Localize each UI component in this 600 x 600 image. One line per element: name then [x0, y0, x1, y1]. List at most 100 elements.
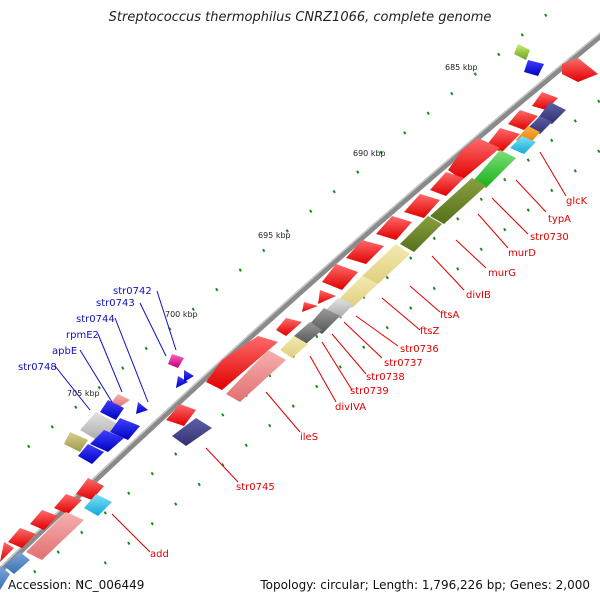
gene-label: add	[150, 549, 169, 560]
tick-dot	[150, 471, 154, 476]
gene-label: ftsA	[440, 310, 459, 321]
tick-dot	[150, 521, 154, 526]
tick-dot	[74, 405, 78, 410]
tick-dot	[409, 306, 413, 310]
accession-text: Accession: NC_006449	[8, 578, 144, 592]
gene-arrow	[524, 60, 544, 76]
gene-arrow	[166, 404, 196, 426]
gene-arrow	[80, 412, 118, 442]
gene-arrow	[362, 244, 410, 284]
gene-arrow	[302, 302, 318, 312]
tick-dot	[80, 580, 84, 585]
gene-arrow	[448, 138, 500, 180]
tick-dot	[285, 229, 289, 233]
tick-dot	[56, 550, 60, 554]
gene-arrow	[76, 478, 104, 500]
gene-arrow	[176, 376, 188, 388]
tick-dot	[33, 569, 37, 574]
tick-dot	[221, 413, 225, 417]
tick-dot	[103, 561, 107, 565]
tick-dot	[127, 541, 131, 546]
gene-arrow	[318, 290, 336, 304]
tick-dot	[450, 91, 454, 96]
reverse-labels: glcK typA str0730 murD murG divIB ftsA f…	[150, 196, 588, 560]
gene-label: str0738	[366, 372, 405, 383]
tick-dot	[244, 443, 248, 448]
gene-arrow	[430, 172, 464, 196]
gene-arrow	[84, 494, 112, 516]
tick-dot	[80, 530, 84, 535]
tick-dot	[573, 119, 577, 123]
tick-dot	[497, 52, 501, 57]
page-title: Streptococcus thermophilus CNRZ1066, com…	[108, 10, 492, 25]
tick-dot	[27, 444, 31, 449]
gene-arrow	[0, 542, 14, 562]
tick-dot	[50, 425, 54, 429]
gene-arrow	[376, 216, 412, 240]
gene-label: str0739	[350, 386, 389, 397]
gene-label: str0737	[384, 358, 423, 369]
topology-value: circular	[320, 578, 365, 592]
gene-arrow	[90, 430, 124, 452]
tick-dot	[144, 346, 148, 351]
gene-arrow	[562, 58, 598, 82]
gene-label: murG	[488, 268, 516, 279]
tick-dot	[332, 189, 336, 194]
gene-arrow	[510, 136, 536, 154]
gene-arrow	[184, 370, 194, 382]
tick-dot	[456, 217, 460, 221]
tick-label: 685 kbp	[445, 63, 478, 72]
gene-arrow	[294, 322, 322, 344]
gene-label: str0730	[530, 232, 569, 243]
tick-dot	[544, 13, 548, 18]
gene-arrow	[168, 354, 184, 368]
tick-dot	[432, 286, 436, 291]
tick-dot	[526, 158, 530, 162]
tick-dot	[315, 384, 319, 389]
gene-label: divIB	[466, 290, 491, 301]
gene-arrow	[8, 528, 36, 548]
gene-arrow	[110, 418, 140, 440]
gene-label: rpmE2	[66, 330, 99, 341]
tick-dot	[127, 491, 131, 496]
tick-dot	[520, 33, 524, 37]
tick-dot	[456, 267, 460, 271]
forward-labels: str0742 str0743 str0744 rpmE2 apbE str07…	[18, 286, 152, 373]
gene-label: str0744	[76, 314, 115, 325]
separator: ;	[501, 578, 510, 592]
gene-label: divIVA	[335, 402, 366, 413]
tick-dot	[550, 188, 554, 193]
tick-dot	[238, 268, 242, 272]
gene-arrow	[400, 216, 442, 252]
gene-arrow	[514, 44, 530, 60]
reverse-strand-genes	[0, 58, 598, 562]
gene-label: typA	[548, 214, 571, 225]
tick-dot	[432, 236, 436, 241]
gene-label: glcK	[566, 196, 588, 207]
tick-dot	[268, 423, 272, 428]
tick-dot	[174, 502, 178, 506]
topology-label: Topology:	[260, 578, 317, 592]
gene-label: str0748	[18, 362, 57, 373]
gene-label: str0743	[96, 298, 135, 309]
gene-arrow	[0, 566, 10, 590]
tick-dot	[503, 227, 507, 232]
tick-dot	[385, 325, 389, 330]
gene-label: murD	[508, 248, 536, 259]
gene-arrow	[404, 194, 440, 218]
gene-arrow	[4, 552, 30, 574]
gene-arrow	[226, 350, 286, 402]
tick-label: 695 kbp	[258, 231, 291, 240]
tick-dot	[362, 345, 366, 350]
tick-dot	[573, 169, 577, 173]
gene-arrow	[78, 444, 104, 464]
tick-dot	[426, 111, 430, 116]
reverse-label-leaders	[111, 151, 567, 553]
tick-label: 700 kbp	[165, 310, 198, 319]
tick-dot	[503, 177, 507, 182]
tick-label: 705 kbp	[67, 389, 100, 398]
gene-arrow	[280, 336, 308, 358]
tick-dot	[409, 256, 413, 260]
gene-arrow	[474, 150, 516, 188]
